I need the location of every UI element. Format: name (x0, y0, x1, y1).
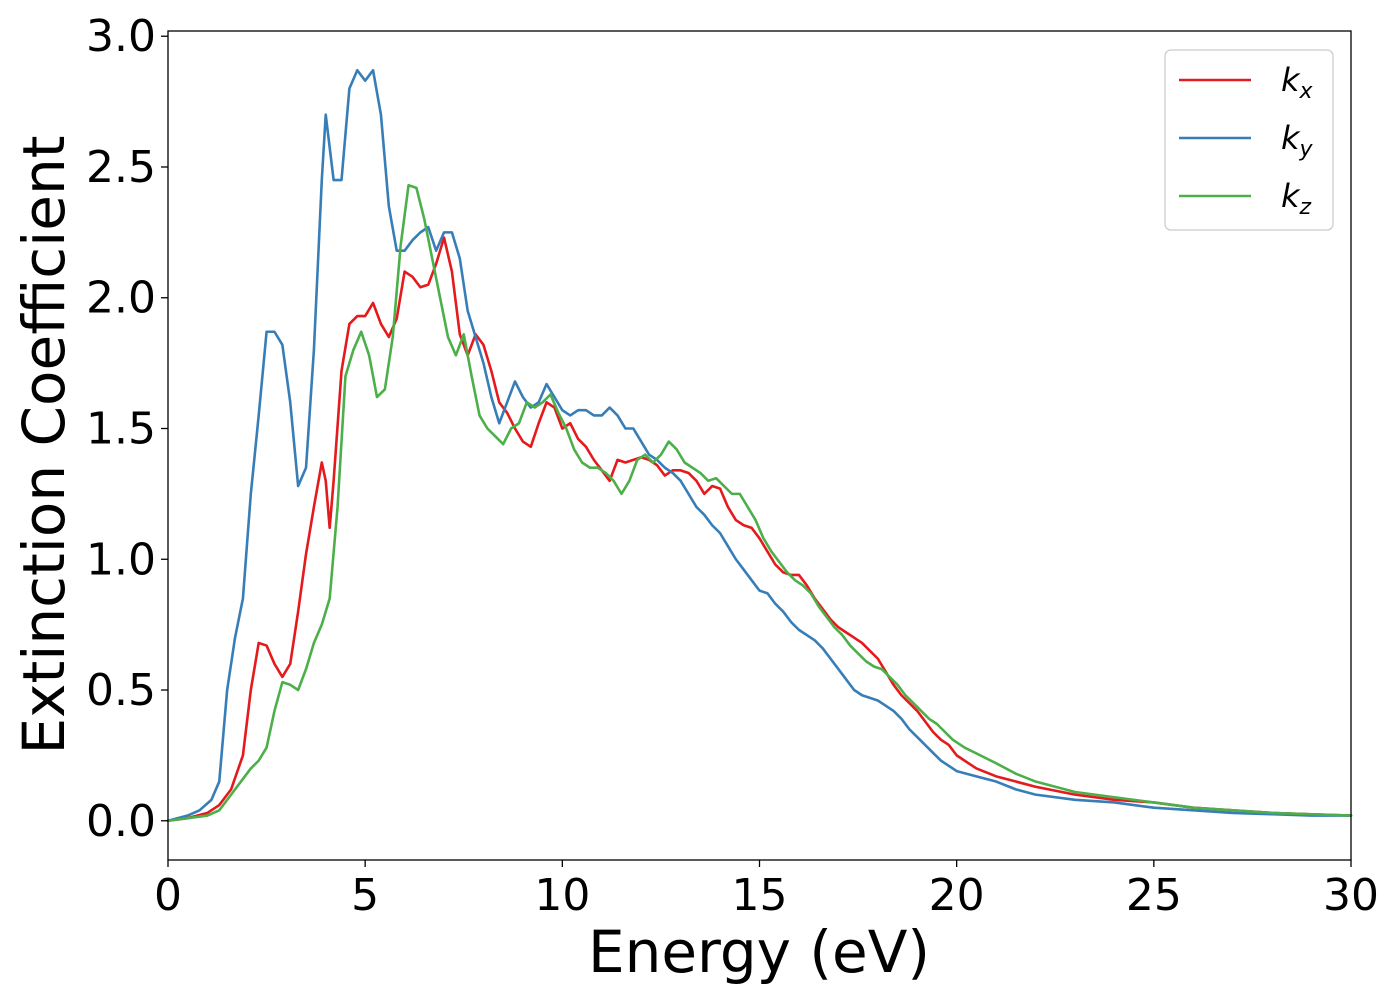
y-tick-label: 2.5 (86, 142, 156, 193)
x-tick-label: 10 (534, 870, 590, 921)
legend-label-x: kx (1281, 61, 1314, 104)
x-tick-label: 5 (351, 870, 379, 921)
x-ticks: 0 5 10 15 20 25 30 (154, 860, 1379, 921)
legend-label-y: ky (1281, 119, 1314, 162)
x-tick-label: 15 (732, 870, 788, 921)
y-ticks: 0.0 0.5 1.0 1.5 2.0 2.5 3.0 (86, 11, 168, 847)
y-tick-label: 1.5 (86, 404, 156, 455)
series-line-z (166, 183, 1353, 823)
y-axis-title: Extinction Coefficient (10, 136, 78, 755)
legend-label-z: kz (1281, 177, 1312, 220)
y-tick-label: 0.0 (86, 796, 156, 847)
y-tick-label: 2.0 (86, 273, 156, 324)
y-tick-label: 1.0 (86, 534, 156, 585)
plot-area (168, 31, 1351, 860)
legend-entries: kx ky kz (1179, 61, 1314, 220)
x-tick-label: 0 (154, 870, 182, 921)
x-tick-label: 30 (1323, 870, 1379, 921)
y-tick-label: 0.5 (86, 665, 156, 716)
x-tick-label: 20 (929, 870, 985, 921)
legend: kx ky kz (1164, 49, 1334, 231)
x-axis-title: Energy (eV) (588, 918, 930, 986)
series-layer (166, 68, 1353, 823)
series-line-x (166, 236, 1353, 823)
y-tick-label: 3.0 (86, 11, 156, 62)
x-tick-label: 25 (1126, 870, 1182, 921)
series-line-y (166, 68, 1353, 823)
legend-box (1164, 49, 1334, 231)
